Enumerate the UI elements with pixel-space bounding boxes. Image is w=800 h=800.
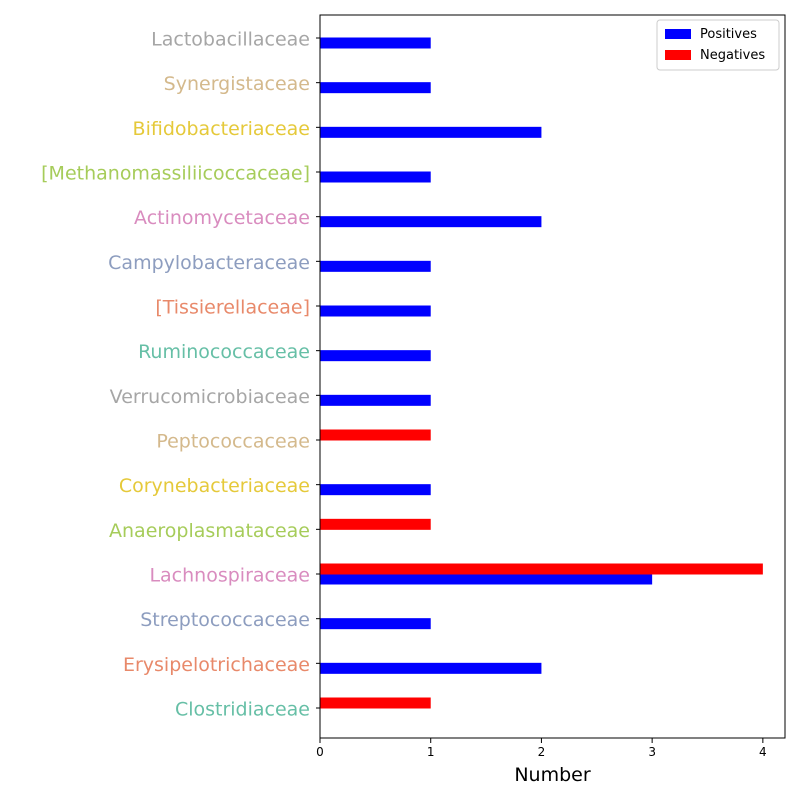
- category-label: Streptococcaceae: [140, 609, 310, 631]
- bar-positives-14: [320, 662, 542, 674]
- x-tick-label: 3: [648, 745, 656, 759]
- category-label: Anaeroplasmataceae: [109, 520, 310, 542]
- category-label: Erysipelotrichaceae: [123, 654, 310, 676]
- bar-positives-6: [320, 305, 431, 317]
- category-label: [Methanomassiliicoccaceae]: [41, 163, 310, 185]
- bar-negatives-11: [320, 518, 431, 530]
- category-label: Synergistaceae: [164, 73, 310, 95]
- category-label: Bifidobacteriaceae: [133, 118, 310, 140]
- category-label: Peptococcaceae: [156, 431, 310, 453]
- bar-positives-5: [320, 260, 431, 272]
- bar-negatives-15: [320, 697, 431, 709]
- bar-positives-4: [320, 216, 542, 228]
- legend: Positives Negatives: [656, 19, 780, 71]
- bar-positives-13: [320, 618, 431, 630]
- category-label: Corynebacteriaceae: [119, 475, 310, 497]
- legend-label-negatives: Negatives: [700, 48, 765, 63]
- category-labels: Lactobacillaceae Synergistaceae Bifidobact…: [41, 29, 320, 721]
- x-axis-title: Number: [514, 764, 591, 786]
- bar-positives-12: [320, 573, 653, 585]
- bars: [320, 37, 763, 709]
- bar-positives-1: [320, 82, 431, 94]
- bar-negatives-12: [320, 563, 763, 575]
- bar-positives-3: [320, 171, 431, 183]
- legend-label-positives: Positives: [700, 27, 757, 42]
- category-label: Clostridiaceae: [175, 699, 310, 721]
- legend-swatch-negatives: [665, 50, 691, 60]
- category-label: Verrucomicrobiaceae: [110, 386, 310, 408]
- category-label: [Tissierellaceae]: [155, 297, 310, 319]
- x-axis-ticks: 0 1 2 3 4: [316, 738, 767, 759]
- bar-positives-10: [320, 484, 431, 496]
- plot-frame: [319, 14, 786, 739]
- legend-swatch-positives: [665, 29, 691, 39]
- x-tick-label: 1: [427, 745, 435, 759]
- category-label: Lactobacillaceae: [151, 29, 310, 51]
- category-label: Actinomycetaceae: [134, 207, 310, 229]
- bar-positives-7: [320, 350, 431, 362]
- x-tick-label: 4: [759, 745, 767, 759]
- category-label: Campylobacteraceae: [108, 252, 310, 274]
- bar-positives-8: [320, 394, 431, 406]
- category-label: Lachnospiraceae: [149, 565, 310, 587]
- x-tick-label: 2: [538, 745, 546, 759]
- bar-positives-2: [320, 126, 542, 138]
- bar-negatives-9: [320, 429, 431, 441]
- category-label: Ruminococcaceae: [138, 341, 310, 363]
- x-tick-label: 0: [316, 745, 324, 759]
- bar-positives-0: [320, 37, 431, 49]
